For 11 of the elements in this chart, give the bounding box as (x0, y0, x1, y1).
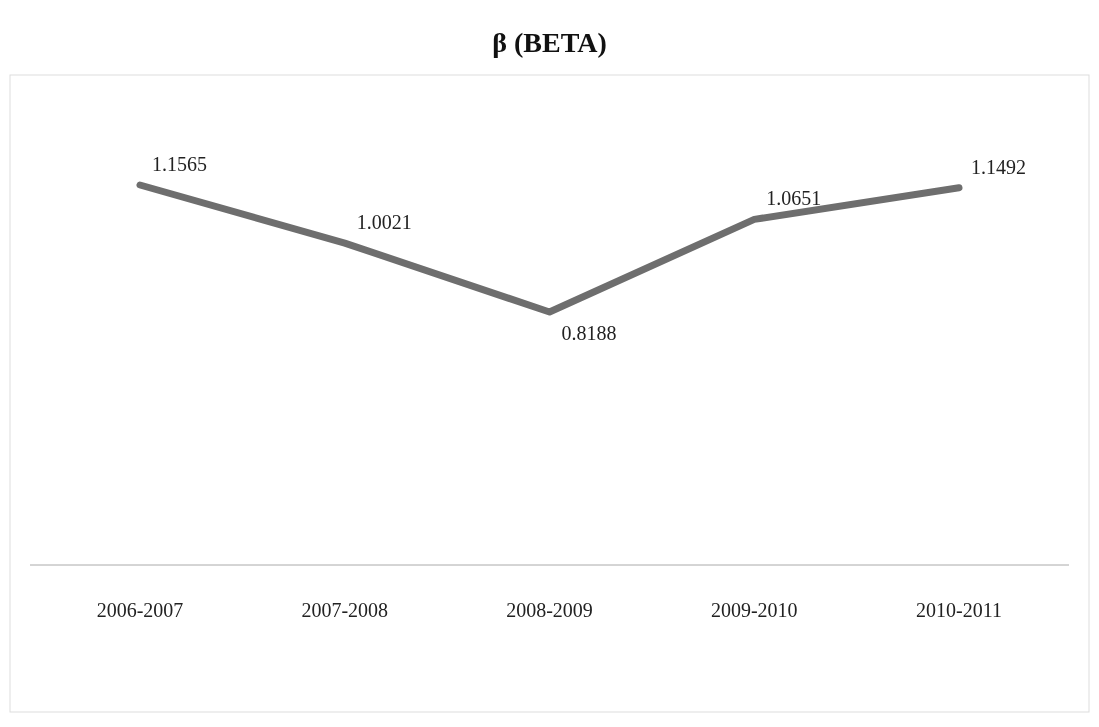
data-label: 1.0021 (356, 211, 412, 234)
x-tick-label: 2006-2007 (96, 599, 184, 621)
x-tick-label: 2009-2010 (710, 599, 798, 621)
data-label: 1.0651 (766, 187, 822, 210)
data-label: 0.8188 (561, 322, 617, 344)
x-tick-label: 2007-2008 (301, 599, 389, 621)
data-label: 1.1565 (152, 153, 207, 175)
data-label: 1.1492 (971, 155, 1026, 178)
x-tick-label: 2010-2011 (916, 599, 1002, 621)
x-tick-label: 2008-2009 (506, 599, 593, 621)
chart-title: β (BETA) (492, 27, 607, 58)
